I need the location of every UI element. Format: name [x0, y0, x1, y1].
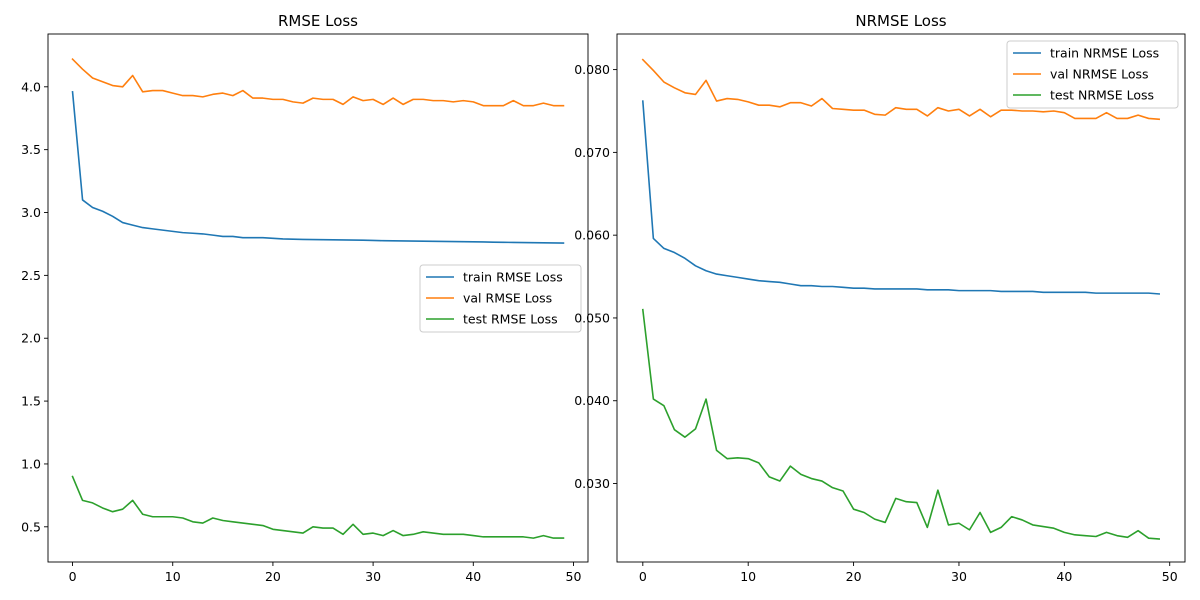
rmse-loss-chart: RMSE Loss 0 10 20 30 40 50 0.5 1.0 1.5 2.0 2.5 3.0 3…	[21, 12, 589, 584]
y-tick-label: 0.080	[574, 62, 610, 77]
y-tick-label: 0.040	[574, 393, 610, 408]
legend-label: test NRMSE Loss	[1050, 88, 1154, 103]
legend-box	[1006, 40, 1179, 109]
y-tick-label: 2.5	[21, 268, 41, 283]
x-tick-label: 50	[1162, 569, 1178, 584]
y-tick-label: 0.030	[574, 476, 610, 491]
legend-box	[419, 264, 582, 333]
legend-label: train NRMSE Loss	[1050, 46, 1159, 61]
legend-label: val RMSE Loss	[463, 291, 552, 306]
y-tick-label: 1.0	[21, 456, 41, 471]
series-line-test-rmse-loss	[71, 475, 565, 539]
y-tick-label: 2.0	[21, 331, 41, 346]
x-tick-label: 10	[740, 569, 756, 584]
y-tick-label: 4.0	[21, 79, 41, 94]
x-tick-label: 30	[365, 569, 381, 584]
legend-label: val NRMSE Loss	[1050, 67, 1149, 82]
y-tick-label: 3.5	[21, 142, 41, 157]
legend-label: train RMSE Loss	[463, 270, 563, 285]
x-tick-label: 30	[951, 569, 967, 584]
series-line-train-rmse-loss	[71, 90, 565, 244]
x-tick-label: 20	[846, 569, 862, 584]
chart-title: RMSE Loss	[278, 12, 358, 30]
x-tick-label: 0	[69, 569, 77, 584]
axes-frame	[47, 33, 589, 563]
series-line-train-nrmse-loss	[641, 100, 1161, 295]
nrmse-loss-chart: NRMSE Loss 0 10 20 30 40 50 0.030 0.040 0.050 0.0…	[574, 12, 1186, 584]
legend: train RMSE Loss val RMSE Loss test RMSE Lo…	[419, 264, 582, 333]
x-tick-label: 0	[639, 569, 647, 584]
series-line-val-rmse-loss	[71, 58, 565, 107]
x-tick-label: 20	[265, 569, 281, 584]
y-tick-label: 0.050	[574, 310, 610, 325]
y-tick-label: 0.070	[574, 145, 610, 160]
x-tick-label: 40	[1056, 569, 1072, 584]
x-tick-label: 50	[566, 569, 582, 584]
series-line-test-nrmse-loss	[641, 308, 1161, 540]
y-tick-label: 0.060	[574, 228, 610, 243]
x-tick-label: 40	[465, 569, 481, 584]
series-line-val-nrmse-loss	[641, 58, 1161, 121]
legend: train NRMSE Loss val NRMSE Loss test NRMSE…	[1006, 40, 1179, 109]
y-tick-label: 3.0	[21, 205, 41, 220]
y-tick-label: 1.5	[21, 394, 41, 409]
chart-title: NRMSE Loss	[855, 12, 946, 30]
axes-frame	[616, 33, 1186, 563]
x-tick-label: 10	[165, 569, 181, 584]
y-tick-label: 0.5	[21, 519, 41, 534]
legend-label: test RMSE Loss	[463, 312, 558, 327]
